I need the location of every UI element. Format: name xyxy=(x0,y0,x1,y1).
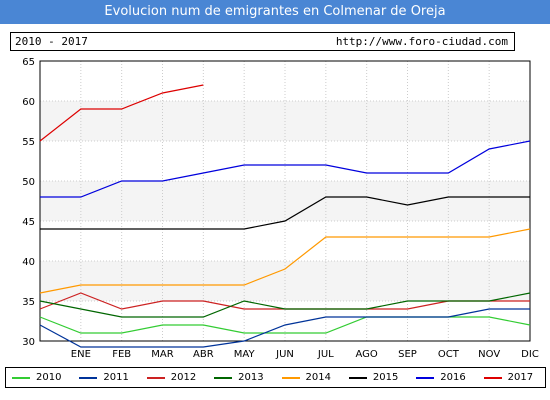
y-tick-label: 35 xyxy=(22,297,35,308)
info-bar: 2010 - 2017 http://www.foro-ciudad.com xyxy=(10,32,515,51)
legend-label: 2014 xyxy=(305,372,331,383)
x-tick-label: JUL xyxy=(317,349,334,360)
legend-label: 2011 xyxy=(103,372,129,383)
legend-swatch xyxy=(146,377,165,379)
x-axis-ticks: ENE FEB MAR ABR MAY JUN JUL AGO SEP OCT NOV DIC xyxy=(71,349,539,360)
series-line-2011 xyxy=(39,308,530,348)
x-tick-label: MAY xyxy=(234,349,256,360)
line-chart: 30 35 40 45 50 55 60 65 ENE FEB MAR ABR MAY JUN JUL AG… xyxy=(22,57,539,360)
series-line-2015 xyxy=(40,196,530,230)
plot-frame xyxy=(39,60,531,342)
legend-swatch xyxy=(214,377,233,379)
series-line-2016 xyxy=(40,140,531,198)
legend-label: 2016 xyxy=(440,372,466,383)
x-tick-label: SEP xyxy=(398,349,417,360)
x-tick-label: JUN xyxy=(275,349,294,360)
legend-swatch xyxy=(281,377,300,379)
legend-swatch xyxy=(79,377,98,379)
legend-swatch xyxy=(483,377,502,379)
y-axis-ticks: 30 35 40 45 50 55 60 65 xyxy=(22,57,35,348)
x-tick-label: ABR xyxy=(193,349,214,360)
y-tick-label: 45 xyxy=(22,217,35,228)
legend: 2010 2011 2012 2013 2014 2015 2016 2017 xyxy=(5,367,546,388)
legend-swatch xyxy=(348,377,367,379)
x-tick-label: AGO xyxy=(356,349,378,360)
period-label: 2010 - 2017 xyxy=(15,35,88,48)
series-line-2017 xyxy=(39,84,204,142)
x-tick-label: ENE xyxy=(71,349,91,360)
y-tick-label: 60 xyxy=(22,97,35,108)
chart-title: Evolucion num de emigrantes en Colmenar … xyxy=(0,0,550,24)
x-tick-label: MAR xyxy=(151,349,173,360)
x-tick-label: DIC xyxy=(521,349,539,360)
y-tick-label: 30 xyxy=(22,337,35,348)
series-lines xyxy=(39,84,531,348)
legend-label: 2012 xyxy=(170,372,197,383)
series-line-2013 xyxy=(39,292,531,318)
legend-label: 2010 xyxy=(36,372,62,383)
source-url: http://www.foro-ciudad.com xyxy=(335,35,508,48)
y-tick-label: 40 xyxy=(22,257,35,268)
legend-label: 2013 xyxy=(238,372,264,383)
y-tick-label: 55 xyxy=(22,137,35,148)
legend-label: 2017 xyxy=(507,372,534,383)
y-tick-label: 65 xyxy=(22,57,35,68)
series-line-2014 xyxy=(39,228,531,294)
y-tick-label: 50 xyxy=(22,177,35,188)
legend-label: 2015 xyxy=(372,372,399,383)
x-tick-label: NOV xyxy=(478,349,500,360)
legend-swatch xyxy=(12,377,30,379)
x-tick-label: OCT xyxy=(438,349,460,360)
x-tick-label: FEB xyxy=(112,349,131,360)
legend-swatch xyxy=(416,377,435,379)
